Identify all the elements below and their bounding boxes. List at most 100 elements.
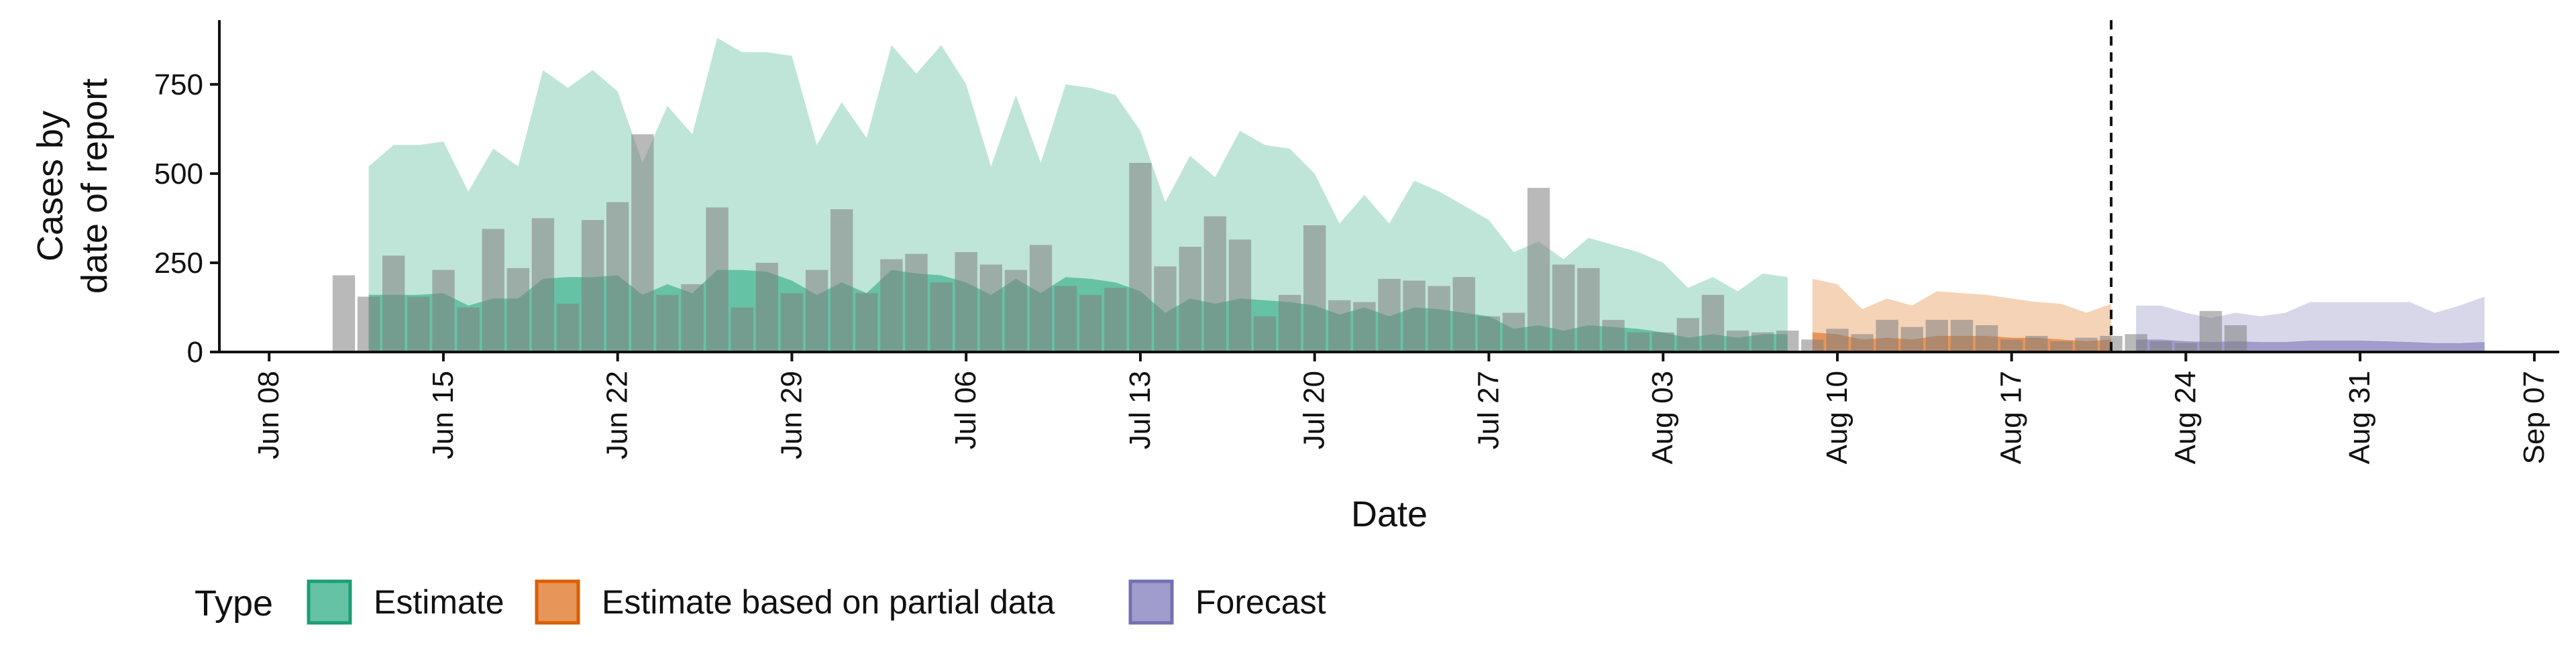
observed-bar <box>1676 318 1699 352</box>
observed-bar <box>1652 332 1674 352</box>
observed-bar <box>880 259 903 352</box>
observed-bar <box>1378 278 1401 352</box>
legend: Type Estimate Estimate based on partial da… <box>195 579 1326 625</box>
x-tick-label: Jul 27 <box>1472 371 1505 449</box>
legend-label: Forecast <box>1195 583 1326 621</box>
x-tick-label: Jun 22 <box>601 371 634 459</box>
observed-bar <box>1751 332 1774 352</box>
observed-bar <box>1303 225 1326 352</box>
observed-bar <box>855 293 878 352</box>
y-tick-label: 250 <box>154 247 203 280</box>
observed-bar <box>2224 325 2247 352</box>
x-tick-label: Jul 13 <box>1124 371 1157 449</box>
observed-bar <box>1104 288 1127 352</box>
x-tick-label: Aug 31 <box>2343 371 2376 464</box>
observed-bar <box>1278 294 1301 352</box>
observed-bar <box>805 270 828 352</box>
observed-bar <box>979 264 1002 352</box>
observed-bar <box>1353 302 1376 352</box>
observed-bar <box>1029 245 1053 352</box>
y-axis-title-line: Cases by <box>30 111 70 261</box>
x-tick-label: Jul 06 <box>949 371 982 449</box>
x-tick-label: Aug 17 <box>1995 371 2028 464</box>
observed-bar <box>1925 320 1948 352</box>
observed-bar <box>2050 341 2073 352</box>
observed-bar <box>780 293 804 352</box>
x-tick-label: Jun 08 <box>252 371 285 459</box>
observed-bar <box>482 229 504 352</box>
bar-layer <box>332 134 2247 353</box>
axes-layer: 0 250 500 750 Jun 08 Jun 15 Jun 22 Jun 29 Jul 06… <box>30 20 2559 534</box>
legend-key <box>1128 579 1174 625</box>
legend-key <box>307 579 352 625</box>
observed-bar <box>1004 270 1028 352</box>
observed-bar <box>1776 331 1799 352</box>
legend-label: Estimate based on partial data <box>602 583 1055 621</box>
observed-bar <box>1975 325 1998 352</box>
y-tick-label: 500 <box>154 158 203 190</box>
observed-bar <box>506 268 529 352</box>
y-axis-title-line: date of report <box>74 78 115 294</box>
observed-bar <box>830 209 853 352</box>
observed-bar <box>1900 327 1923 352</box>
observed-bar <box>1876 320 1898 352</box>
observed-bar <box>1154 266 1177 352</box>
observed-bar <box>1328 300 1351 352</box>
x-tick-label: Aug 24 <box>2169 371 2202 464</box>
observed-bar <box>1428 286 1450 352</box>
observed-bar <box>1577 268 1600 352</box>
observed-bar <box>681 284 704 352</box>
observed-bar <box>1527 188 1550 352</box>
observed-bar <box>1502 312 1525 352</box>
observed-bar <box>2075 337 2098 352</box>
observed-bar <box>407 296 430 352</box>
observed-bar <box>1079 294 1102 352</box>
x-tick-label: Jun 15 <box>427 371 460 459</box>
observed-bar <box>1203 216 1226 352</box>
y-axis-title: Cases by date of report <box>30 78 115 294</box>
observed-bar <box>1179 247 1201 352</box>
observed-bar <box>1452 277 1475 352</box>
x-tick-label: Aug 10 <box>1821 371 1854 464</box>
observed-bar <box>1851 334 1874 352</box>
observed-bar <box>2000 339 2023 352</box>
legend-label: Estimate <box>374 583 504 621</box>
forecast-outer-band <box>2136 296 2485 352</box>
observed-bar <box>1552 264 1575 352</box>
legend-title: Type <box>195 583 273 624</box>
observed-bar <box>1054 286 1077 352</box>
legend-key <box>535 579 580 625</box>
observed-bar <box>1403 280 1426 352</box>
x-tick-label: Sep 07 <box>2518 371 2551 464</box>
observed-bar <box>1228 239 1252 352</box>
observed-bar <box>1477 316 1501 352</box>
observed-bar <box>2174 343 2198 352</box>
x-tick-label: Jun 29 <box>775 371 808 459</box>
observed-bar <box>2199 310 2222 352</box>
observed-bar <box>955 252 977 352</box>
observed-bar <box>332 275 356 352</box>
y-tick-label: 0 <box>187 336 203 369</box>
observed-bar <box>731 307 753 352</box>
observed-bar <box>606 202 629 352</box>
observed-bar <box>755 262 778 352</box>
x-axis-title: Date <box>1351 494 1428 534</box>
observed-bar <box>531 218 555 352</box>
observed-bar <box>556 304 580 352</box>
observed-bar <box>631 134 654 353</box>
observed-bar <box>706 207 729 352</box>
observed-bar <box>1627 332 1650 352</box>
observed-bar <box>2125 334 2147 352</box>
observed-bar <box>1826 329 1849 352</box>
observed-bar <box>1701 294 1725 352</box>
x-tick-label: Aug 03 <box>1646 371 1679 464</box>
x-tick-label: Jul 20 <box>1298 371 1331 449</box>
observed-bar <box>1602 320 1625 352</box>
observed-bar <box>581 220 604 352</box>
forecast-inner-band <box>2136 339 2485 352</box>
observed-bar <box>432 270 455 352</box>
observed-bar <box>2025 336 2048 352</box>
observed-bar <box>1801 339 1824 352</box>
